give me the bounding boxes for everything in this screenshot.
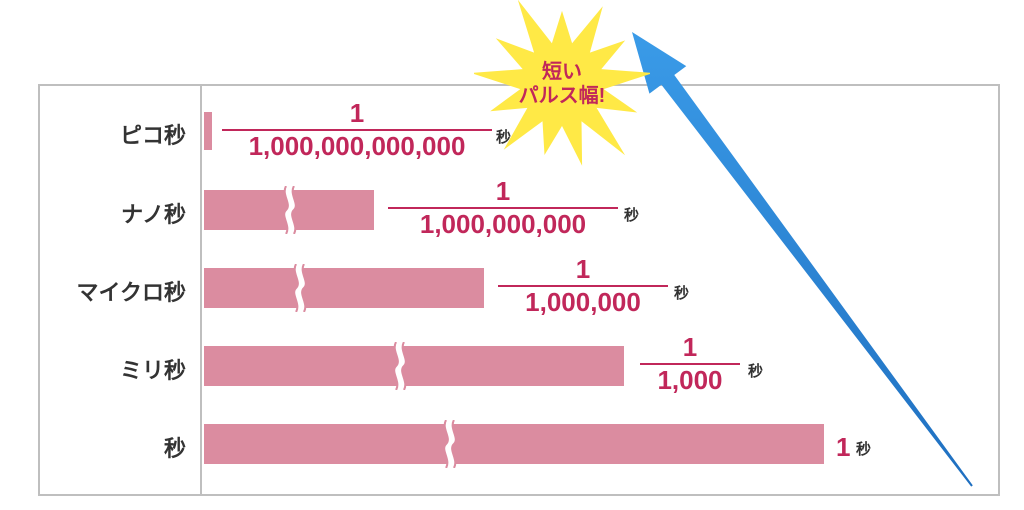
bar-pico bbox=[204, 112, 212, 150]
fraction-num-micro: 1 bbox=[498, 256, 668, 285]
row-label-milli: ミリ秒 bbox=[0, 353, 186, 385]
row-label-micro: マイクロ秒 bbox=[0, 275, 186, 307]
starburst-text-line1: 短い bbox=[492, 60, 632, 84]
fraction-den-micro: 1,000,000 bbox=[498, 287, 668, 316]
fraction-num-milli: 1 bbox=[640, 334, 740, 363]
fraction-milli: 11,000 bbox=[640, 334, 740, 395]
fraction-micro: 11,000,000 bbox=[498, 256, 668, 317]
fraction-num-pico: 1 bbox=[222, 100, 492, 129]
row-label-pico: ピコ秒 bbox=[0, 118, 186, 150]
fraction-pico: 11,000,000,000,000 bbox=[222, 100, 492, 161]
fraction-num-nano: 1 bbox=[388, 178, 618, 207]
fraction-den-pico: 1,000,000,000,000 bbox=[222, 131, 492, 160]
bar-milli bbox=[204, 346, 624, 386]
unit-nano: 秒 bbox=[624, 204, 639, 225]
unit-pico: 秒 bbox=[496, 126, 511, 147]
row-label-sec: 秒 bbox=[0, 431, 186, 463]
unit-milli: 秒 bbox=[748, 360, 763, 381]
unit-sec: 秒 bbox=[856, 438, 871, 459]
row-label-nano: ナノ秒 bbox=[0, 197, 186, 229]
bar-micro bbox=[204, 268, 484, 308]
value-sec: 1 bbox=[836, 432, 850, 463]
bar-sec bbox=[204, 424, 824, 464]
y-axis-line bbox=[200, 84, 202, 496]
fraction-den-milli: 1,000 bbox=[640, 365, 740, 394]
fraction-den-nano: 1,000,000,000 bbox=[388, 209, 618, 238]
bar-nano bbox=[204, 190, 374, 230]
unit-micro: 秒 bbox=[674, 282, 689, 303]
fraction-nano: 11,000,000,000 bbox=[388, 178, 618, 239]
